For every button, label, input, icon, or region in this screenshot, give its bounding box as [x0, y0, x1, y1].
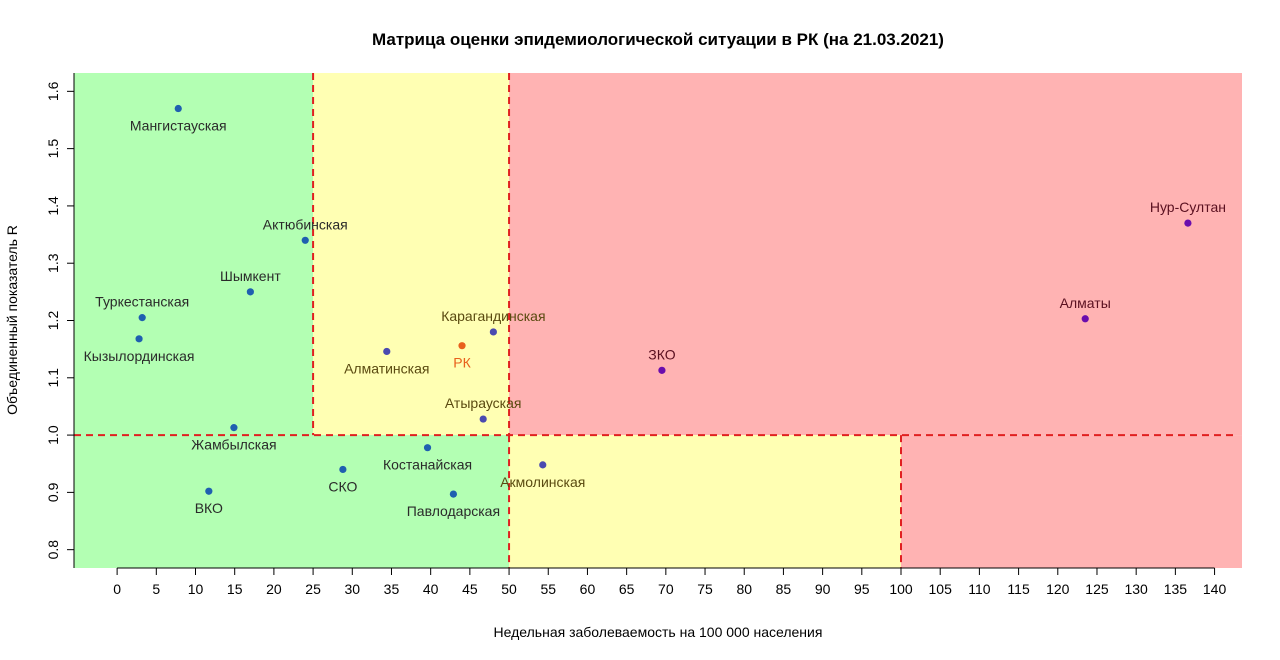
x-axis-label: Недельная заболеваемость на 100 000 насе…	[494, 624, 823, 640]
x-tick-label: 0	[113, 581, 121, 597]
point-label: Карагандинская	[441, 308, 545, 324]
data-point	[138, 314, 146, 322]
data-point	[230, 424, 238, 432]
data-point	[449, 490, 458, 498]
x-tick-label: 95	[854, 581, 870, 597]
y-tick-label: 1.4	[45, 196, 61, 216]
zone-4	[509, 435, 902, 568]
x-tick-label: 70	[658, 581, 674, 597]
point-label: ЗКО	[648, 346, 675, 362]
x-tick-label: 100	[889, 581, 913, 597]
point-label: Павлодарская	[407, 503, 500, 519]
x-tick-label: 120	[1046, 581, 1070, 597]
x-tick-label: 135	[1164, 581, 1188, 597]
x-tick-label: 45	[462, 581, 478, 597]
chart-title: Матрица оценки эпидемиологической ситуац…	[372, 30, 944, 49]
x-tick-label: 60	[580, 581, 596, 597]
point-label: Мангистауская	[130, 118, 227, 134]
x-tick-label: 10	[188, 581, 204, 597]
x-tick-label: 35	[384, 581, 400, 597]
x-tick-label: 90	[815, 581, 831, 597]
x-tick-label: 110	[968, 581, 991, 597]
point-label: ВКО	[195, 500, 223, 516]
point-label: СКО	[328, 478, 357, 494]
x-tick-label: 55	[540, 581, 556, 597]
x-tick-label: 30	[344, 581, 360, 597]
data-point	[458, 342, 466, 350]
point-label: Алматинская	[344, 360, 429, 376]
y-axis: 0.8 0.9 1.0 1.1 1.2 1.3 1.4 1.5 1.6	[45, 73, 75, 568]
point-label: Костанайская	[383, 457, 472, 473]
threshold-lines-layer	[74, 73, 1236, 568]
data-point	[489, 328, 497, 336]
x-tick-label: 115	[1007, 581, 1030, 597]
data-point	[174, 104, 182, 113]
data-point	[135, 335, 143, 343]
x-tick-label: 20	[266, 581, 282, 597]
data-point	[205, 487, 213, 495]
point-label: РК	[453, 355, 471, 371]
point-label: Кызылординская	[84, 348, 195, 364]
y-tick-label: 0.9	[45, 482, 61, 502]
y-tick-label: 1.1	[45, 368, 61, 388]
data-point	[383, 347, 391, 356]
y-tick-label: 1.6	[45, 81, 61, 101]
x-tick-label: 75	[697, 581, 713, 597]
data-point	[1081, 315, 1089, 323]
x-tick-label: 140	[1203, 581, 1227, 597]
data-point	[339, 465, 347, 474]
y-tick-label: 1.5	[45, 139, 61, 159]
x-tick-label: 15	[227, 581, 243, 597]
y-axis-label: Объединенный показатель R	[4, 225, 20, 415]
x-axis: 0 5 10 15 20 25 30 35 40 45 50 55 60 65 70 75 80 85 90 95 10…	[113, 567, 1227, 597]
x-tick-label: 65	[619, 581, 635, 597]
zone-1	[313, 73, 510, 436]
data-point	[658, 366, 666, 374]
point-label: Акмолинская	[500, 474, 585, 490]
x-tick-label: 5	[152, 581, 160, 597]
zone-0	[74, 73, 314, 436]
data-point	[423, 444, 432, 452]
point-label: Жамбылская	[191, 437, 276, 453]
x-tick-label: 85	[776, 581, 792, 597]
data-point	[479, 415, 487, 423]
x-tick-label: 125	[1085, 581, 1109, 597]
zone-2	[509, 73, 1242, 436]
point-label: Атырауская	[445, 395, 522, 411]
point-labels-layer: Мангистауская Актюбинская Шымкент Туркестан…	[84, 118, 1226, 520]
x-tick-label: 40	[423, 581, 439, 597]
point-label: Алматы	[1060, 295, 1111, 311]
x-tick-label: 105	[929, 581, 953, 597]
point-label: Актюбинская	[263, 216, 348, 232]
x-tick-label: 25	[305, 581, 321, 597]
zones-layer	[74, 73, 1242, 568]
zone-5	[901, 435, 1242, 568]
point-label: Туркестанская	[95, 294, 189, 310]
zone-3	[74, 435, 510, 568]
data-point	[301, 236, 309, 244]
data-point	[539, 461, 547, 469]
y-tick-label: 1.2	[45, 311, 61, 331]
data-point	[1184, 219, 1192, 227]
data-point	[246, 288, 254, 296]
y-tick-label: 1.3	[45, 253, 61, 273]
point-label: Шымкент	[220, 268, 281, 284]
point-label: Нур-Султан	[1150, 199, 1226, 215]
x-tick-label: 80	[736, 581, 752, 597]
x-tick-label: 50	[501, 581, 517, 597]
x-tick-label: 130	[1124, 581, 1148, 597]
points-layer	[135, 104, 1192, 498]
y-tick-label: 1.0	[45, 425, 61, 445]
y-tick-label: 0.8	[45, 540, 61, 560]
